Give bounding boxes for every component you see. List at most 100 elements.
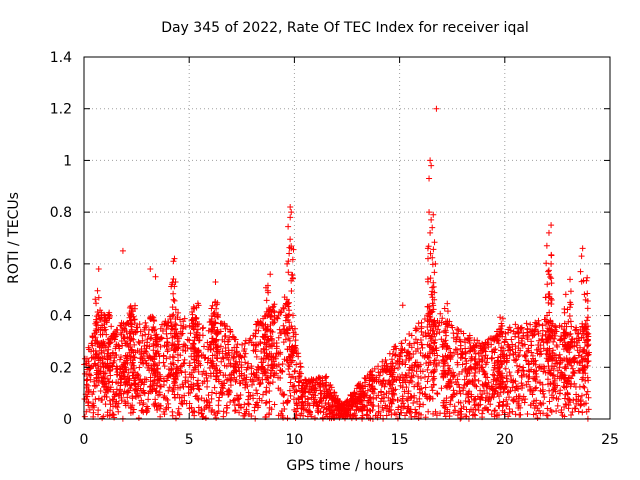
data-point [83, 381, 90, 388]
data-point [546, 309, 553, 316]
data-point [462, 397, 469, 404]
data-point [120, 361, 127, 368]
data-point [488, 341, 495, 348]
data-point [524, 332, 531, 339]
data-point [382, 368, 389, 375]
data-point [545, 229, 552, 236]
data-point [567, 288, 574, 295]
data-point [510, 396, 517, 403]
data-point [561, 339, 568, 346]
data-point [548, 260, 555, 267]
data-point [210, 339, 217, 346]
data-point [136, 321, 143, 328]
data-point [281, 391, 288, 398]
data-point [169, 304, 176, 311]
data-point [231, 344, 238, 351]
data-point [429, 346, 436, 353]
data-point [440, 373, 447, 380]
data-point [275, 412, 282, 419]
data-point [425, 278, 432, 285]
data-point [260, 365, 267, 372]
data-point [285, 269, 292, 276]
data-point [362, 375, 369, 382]
data-point [454, 351, 461, 358]
data-point [292, 408, 299, 415]
data-point [231, 336, 238, 343]
data-point [222, 345, 229, 352]
data-point [420, 332, 427, 339]
data-point [497, 314, 504, 321]
data-point [331, 414, 338, 421]
data-point [472, 376, 479, 383]
data-point [584, 314, 591, 321]
data-point [95, 266, 102, 273]
data-point [209, 327, 216, 334]
data-point [107, 372, 114, 379]
data-point [472, 366, 479, 373]
data-point [549, 357, 556, 364]
data-point [114, 369, 121, 376]
data-point [450, 409, 457, 416]
data-point [227, 326, 234, 333]
data-point [263, 399, 270, 406]
data-point [530, 368, 537, 375]
data-point [285, 335, 292, 342]
data-point [177, 352, 184, 359]
data-point [122, 402, 129, 409]
data-point [297, 363, 304, 370]
data-point [403, 396, 410, 403]
data-point [128, 326, 135, 333]
data-point [119, 247, 126, 254]
data-point [400, 400, 407, 407]
data-point [563, 345, 570, 352]
data-point [263, 384, 270, 391]
data-point [421, 374, 428, 381]
data-point [465, 390, 472, 397]
data-point [85, 344, 92, 351]
data-point [425, 243, 432, 250]
data-point [355, 382, 362, 389]
data-point [92, 353, 99, 360]
data-point [429, 387, 436, 394]
data-point [578, 253, 585, 260]
data-point [144, 408, 151, 415]
data-point [544, 347, 551, 354]
data-point [383, 360, 390, 367]
data-point [128, 347, 135, 354]
data-point [583, 277, 590, 284]
data-point [203, 372, 210, 379]
data-point [399, 302, 406, 309]
data-point [296, 368, 303, 375]
data-point [570, 397, 577, 404]
data-point [485, 336, 492, 343]
data-point [172, 415, 179, 422]
data-point [408, 393, 415, 400]
data-point [126, 304, 133, 311]
data-point [269, 336, 276, 343]
data-point [265, 356, 272, 363]
data-point [581, 325, 588, 332]
data-point [455, 327, 462, 334]
data-point [218, 320, 225, 327]
data-point [117, 382, 124, 389]
data-point [114, 404, 121, 411]
data-point [291, 389, 298, 396]
data-point [241, 412, 248, 419]
data-point [225, 356, 232, 363]
data-point [106, 412, 113, 419]
data-point [211, 352, 218, 359]
data-point [310, 389, 317, 396]
data-point [192, 353, 199, 360]
data-point [90, 402, 97, 409]
data-point [111, 354, 118, 361]
data-point [562, 363, 569, 370]
data-point [198, 410, 205, 417]
data-point [122, 380, 129, 387]
data-point [523, 381, 530, 388]
data-point [306, 402, 313, 409]
y-tick-label: 0.2 [50, 360, 72, 376]
data-point [578, 392, 585, 399]
data-point [577, 358, 584, 365]
data-point [94, 339, 101, 346]
data-point [389, 381, 396, 388]
